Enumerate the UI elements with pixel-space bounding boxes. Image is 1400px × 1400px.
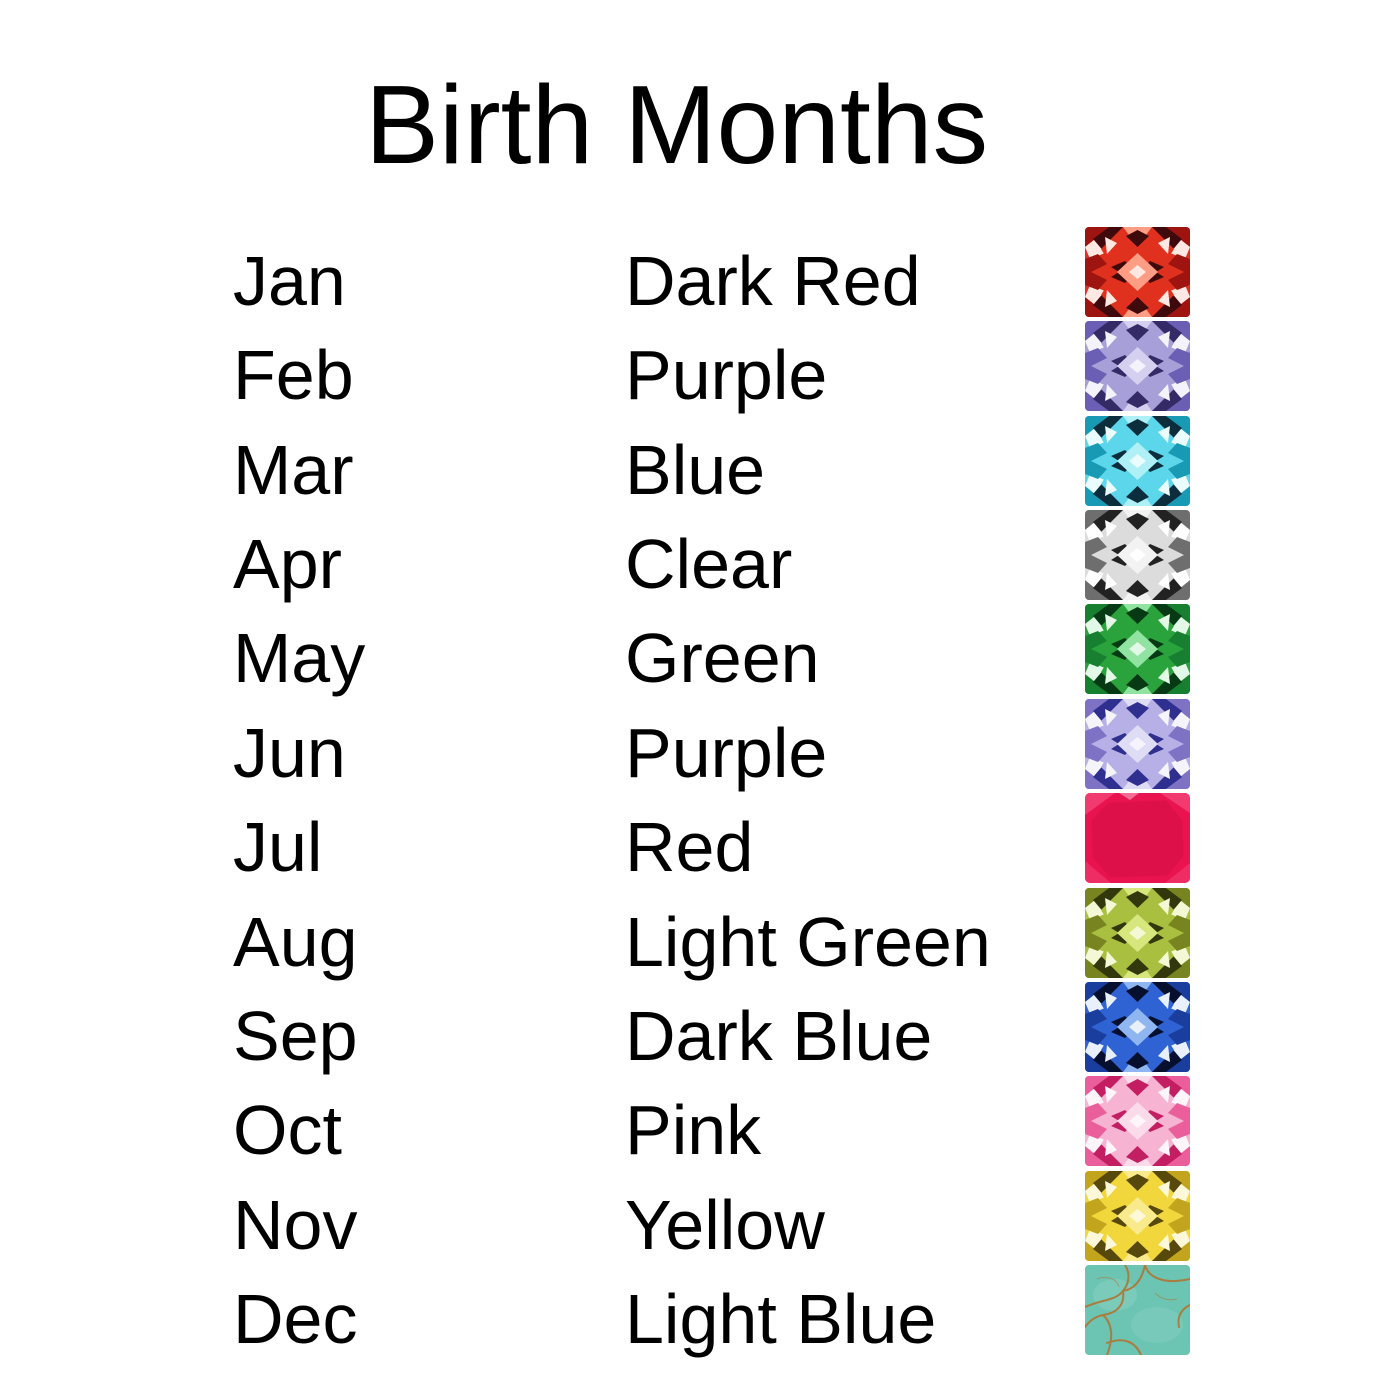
birthstone-row: Jul Red (0, 793, 1400, 886)
birthstone-row: Aug Light Green (0, 888, 1400, 981)
color-name-label: Pink (625, 1091, 762, 1169)
color-name-label: Red (625, 808, 754, 886)
red-flat-gem-icon (1085, 793, 1190, 883)
month-label: Jun (233, 714, 346, 792)
color-name-label: Green (625, 619, 820, 697)
page-title: Birth Months (365, 63, 989, 187)
yellow-faceted-gem-icon (1085, 1171, 1190, 1261)
month-label: Feb (233, 336, 354, 414)
pink-faceted-gem-icon (1085, 1076, 1190, 1166)
color-name-label: Purple (625, 714, 828, 792)
month-label: Oct (233, 1091, 342, 1169)
color-name-label: Yellow (625, 1186, 825, 1264)
birthstone-row: Sep Dark Blue (0, 982, 1400, 1075)
purple-faceted-gem-icon (1085, 321, 1190, 411)
birthstone-row: May Green (0, 604, 1400, 697)
dark-red-faceted-gem-icon (1085, 227, 1190, 317)
month-label: May (233, 619, 366, 697)
green-faceted-gem-icon (1085, 604, 1190, 694)
birthstone-row: Apr Clear (0, 510, 1400, 603)
month-label: Mar (233, 431, 354, 509)
dark-blue-faceted-gem-icon (1085, 982, 1190, 1072)
birthstone-row: Nov Yellow (0, 1171, 1400, 1264)
birthstone-row: Jun Purple (0, 699, 1400, 792)
month-label: Jul (233, 808, 323, 886)
birthstone-row: Mar Blue (0, 416, 1400, 509)
month-label: Nov (233, 1186, 358, 1264)
month-label: Sep (233, 997, 358, 1075)
light-purple-faceted-gem-icon (1085, 699, 1190, 789)
month-label: Apr (233, 525, 342, 603)
month-label: Aug (233, 903, 358, 981)
light-green-faceted-gem-icon (1085, 888, 1190, 978)
birthstone-row: Dec Light Blue (0, 1265, 1400, 1358)
color-name-label: Blue (625, 431, 766, 509)
color-name-label: Light Green (625, 903, 991, 981)
birthstone-row: Jan Dark Red (0, 227, 1400, 320)
month-label: Jan (233, 242, 346, 320)
month-label: Dec (233, 1280, 358, 1358)
turquoise-veined-gem-icon (1085, 1265, 1190, 1355)
color-name-label: Clear (625, 525, 793, 603)
color-name-label: Dark Red (625, 242, 921, 320)
color-name-label: Purple (625, 336, 828, 414)
birthstone-row: Feb Purple (0, 321, 1400, 414)
color-name-label: Dark Blue (625, 997, 933, 1075)
clear-faceted-gem-icon (1085, 510, 1190, 600)
birthstone-row: Oct Pink (0, 1076, 1400, 1169)
color-name-label: Light Blue (625, 1280, 937, 1358)
blue-faceted-gem-icon (1085, 416, 1190, 506)
